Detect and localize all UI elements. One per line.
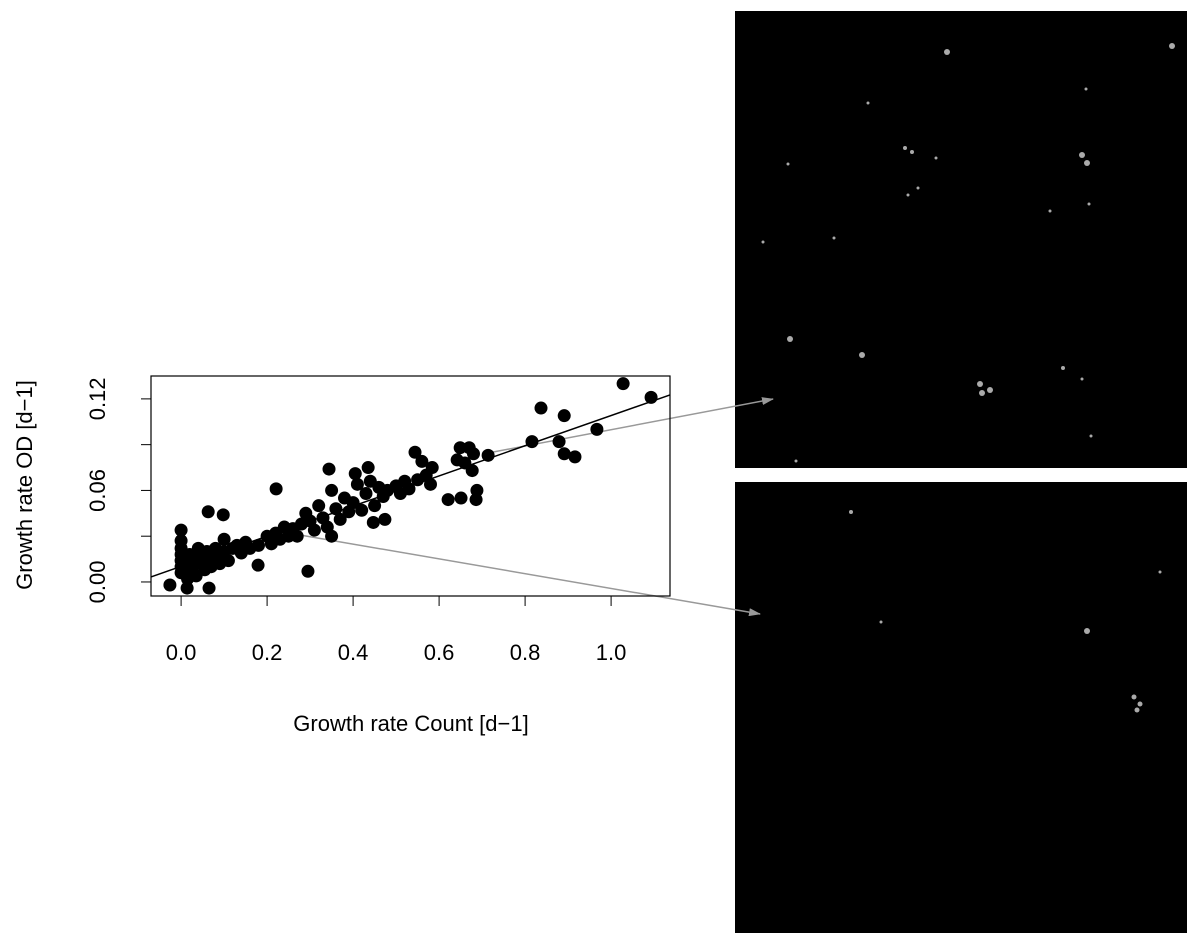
plot-frame bbox=[150, 375, 671, 597]
point bbox=[590, 422, 604, 436]
point bbox=[466, 447, 480, 461]
x-tick-label: 0.6 bbox=[424, 640, 455, 665]
x-tick-label: 0.0 bbox=[166, 640, 197, 665]
y-tick-label: 0.06 bbox=[85, 469, 110, 512]
point bbox=[325, 483, 339, 497]
point bbox=[163, 578, 177, 592]
point bbox=[325, 529, 339, 543]
point bbox=[454, 491, 468, 505]
x-tick-label: 1.0 bbox=[596, 640, 627, 665]
point bbox=[333, 512, 347, 526]
micrograph-bottom bbox=[735, 482, 1187, 933]
y-tick-label: 0.12 bbox=[85, 377, 110, 420]
point bbox=[469, 493, 483, 507]
point bbox=[415, 454, 429, 468]
point bbox=[329, 502, 343, 516]
point bbox=[312, 499, 326, 513]
point bbox=[616, 377, 630, 391]
point bbox=[251, 538, 265, 552]
point bbox=[361, 461, 375, 475]
y-tick-label: 0.00 bbox=[85, 561, 110, 604]
point bbox=[557, 409, 571, 423]
point bbox=[174, 523, 188, 537]
point bbox=[251, 558, 265, 572]
point bbox=[307, 523, 321, 537]
x-tick-label: 0.2 bbox=[252, 640, 283, 665]
point bbox=[568, 450, 582, 464]
point bbox=[346, 496, 360, 510]
point bbox=[534, 401, 548, 415]
point bbox=[423, 477, 437, 491]
point bbox=[290, 529, 304, 543]
point bbox=[355, 503, 369, 517]
point bbox=[202, 581, 216, 595]
point bbox=[441, 493, 455, 507]
point bbox=[350, 477, 364, 491]
point bbox=[221, 554, 235, 568]
point bbox=[180, 581, 194, 595]
point bbox=[481, 448, 495, 462]
point bbox=[557, 447, 571, 461]
y-axis-label: Growth rate OD [d−1] bbox=[12, 380, 37, 590]
point bbox=[368, 499, 382, 513]
x-tick-label: 0.4 bbox=[338, 640, 369, 665]
x-axis-label: Growth rate Count [d−1] bbox=[293, 711, 528, 736]
point bbox=[322, 462, 336, 476]
regression-line bbox=[150, 394, 671, 578]
point bbox=[552, 435, 566, 449]
arrow bbox=[299, 534, 761, 617]
point bbox=[408, 445, 422, 459]
point bbox=[453, 441, 467, 455]
point bbox=[216, 508, 230, 522]
point bbox=[201, 505, 215, 519]
point bbox=[269, 482, 283, 496]
point bbox=[348, 467, 362, 481]
point bbox=[378, 512, 392, 526]
point bbox=[217, 532, 231, 546]
point bbox=[366, 515, 380, 529]
micrograph-top bbox=[735, 11, 1187, 468]
x-tick-label: 0.8 bbox=[510, 640, 541, 665]
point bbox=[301, 564, 315, 578]
point bbox=[359, 486, 373, 500]
